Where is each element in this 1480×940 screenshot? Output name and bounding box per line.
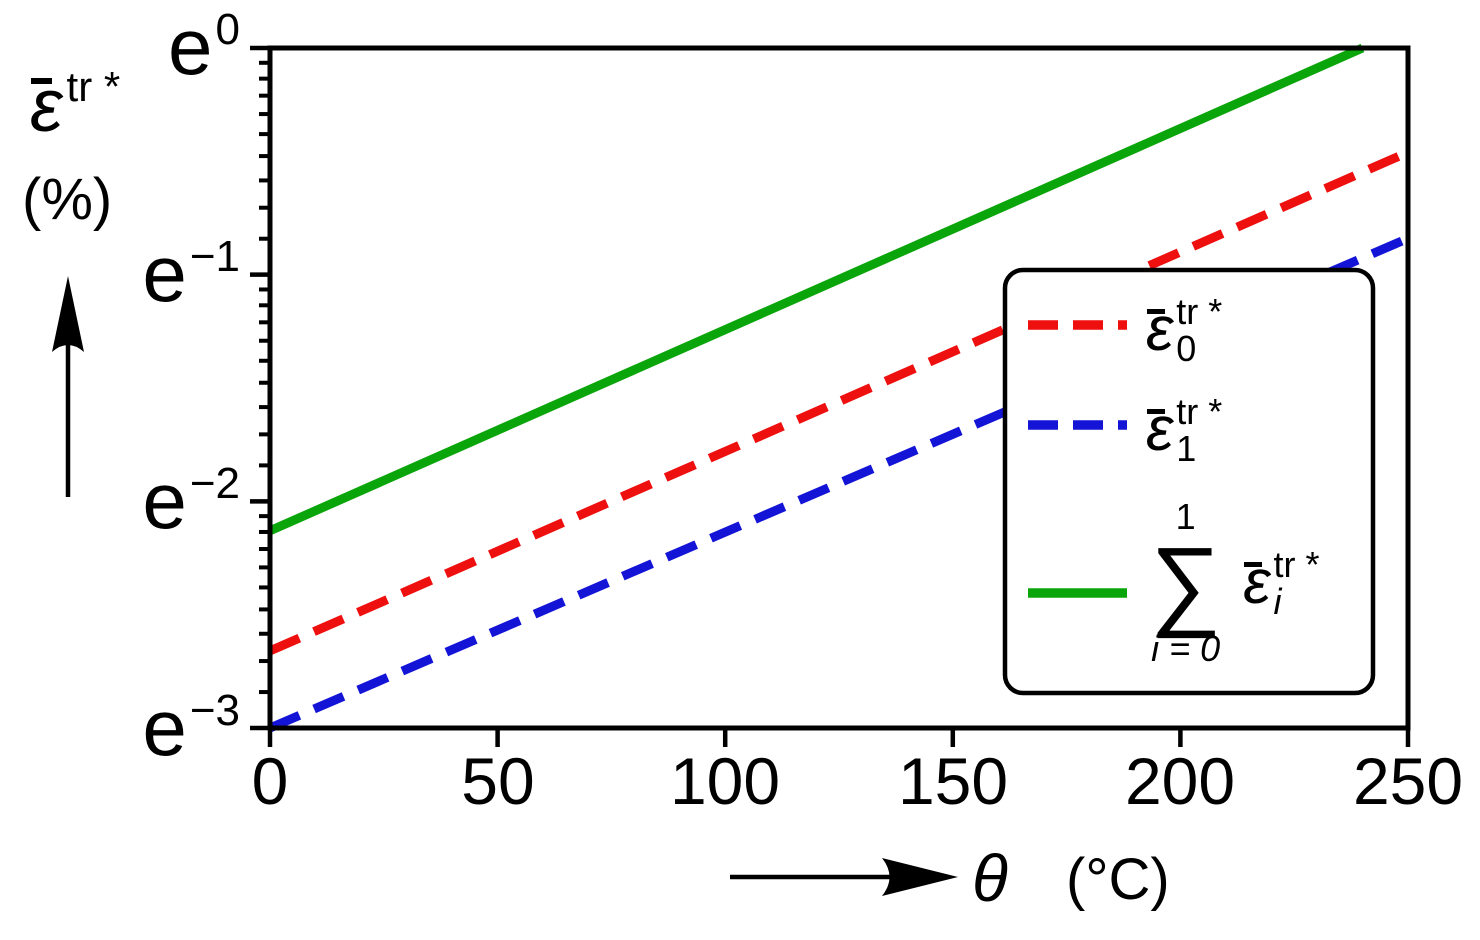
y-axis-label-symbol: εtr * <box>30 63 121 147</box>
x-axis-label-symbol: θ <box>972 841 1008 915</box>
y-axis-label-unit: (%) <box>22 167 113 232</box>
sum-upper-limit: 1 <box>1175 496 1196 537</box>
x-tick-label-250: 250 <box>1352 744 1464 818</box>
legend-entry-eps1: ε tr * 1 <box>1146 391 1223 469</box>
x-tick-label-0: 0 <box>251 744 289 818</box>
y-tick-label-e0: e0 <box>168 2 240 91</box>
plot-border <box>267 45 1411 731</box>
legend-entry-sum: 1 ∑ i = 0 ε tr * i <box>1150 496 1320 669</box>
legend-samples <box>1028 320 1127 598</box>
x-tick-label-50: 50 <box>461 744 535 818</box>
series-line-sum-transformation-strain <box>268 43 1365 535</box>
y-tick-label-e-3: e−3 <box>142 683 240 772</box>
x-tick-label-150: 150 <box>897 744 1009 818</box>
x-axis-arrow-icon <box>730 858 958 896</box>
sum-sigma-icon: ∑ <box>1150 527 1222 639</box>
series-line-eps0-transformation-strain <box>268 148 1410 656</box>
y-tick-label-e-1: e−1 <box>142 229 240 318</box>
legend-box <box>1002 267 1376 696</box>
x-axis-label-unit: (°C) <box>1066 847 1170 912</box>
sum-lower-limit: i = 0 <box>1151 628 1221 669</box>
ticks-layer <box>250 45 1411 747</box>
x-tick-label-100: 100 <box>669 744 781 818</box>
y-axis-arrow-icon <box>52 276 84 497</box>
y-tick-label-e-2: e−2 <box>142 456 240 545</box>
x-tick-label-200: 200 <box>1124 744 1236 818</box>
legend-entry-eps0: ε tr * 0 <box>1146 291 1223 369</box>
